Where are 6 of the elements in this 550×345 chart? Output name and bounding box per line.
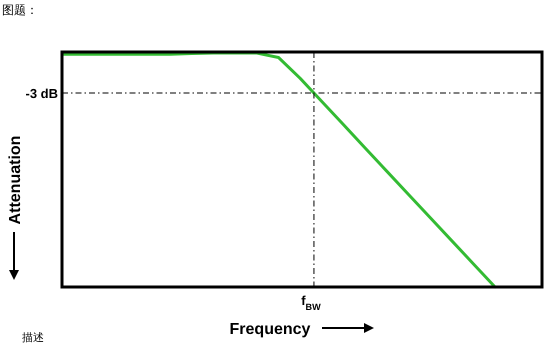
x-axis-title: Frequency	[230, 321, 311, 338]
ref-line-label: -3 dB	[26, 86, 58, 102]
chart-title: 图题：	[2, 3, 38, 17]
y-axis-title: Attenuation	[7, 136, 24, 224]
text: 描述	[22, 331, 44, 344]
text: f$_{BW}$	[301, 293, 322, 312]
